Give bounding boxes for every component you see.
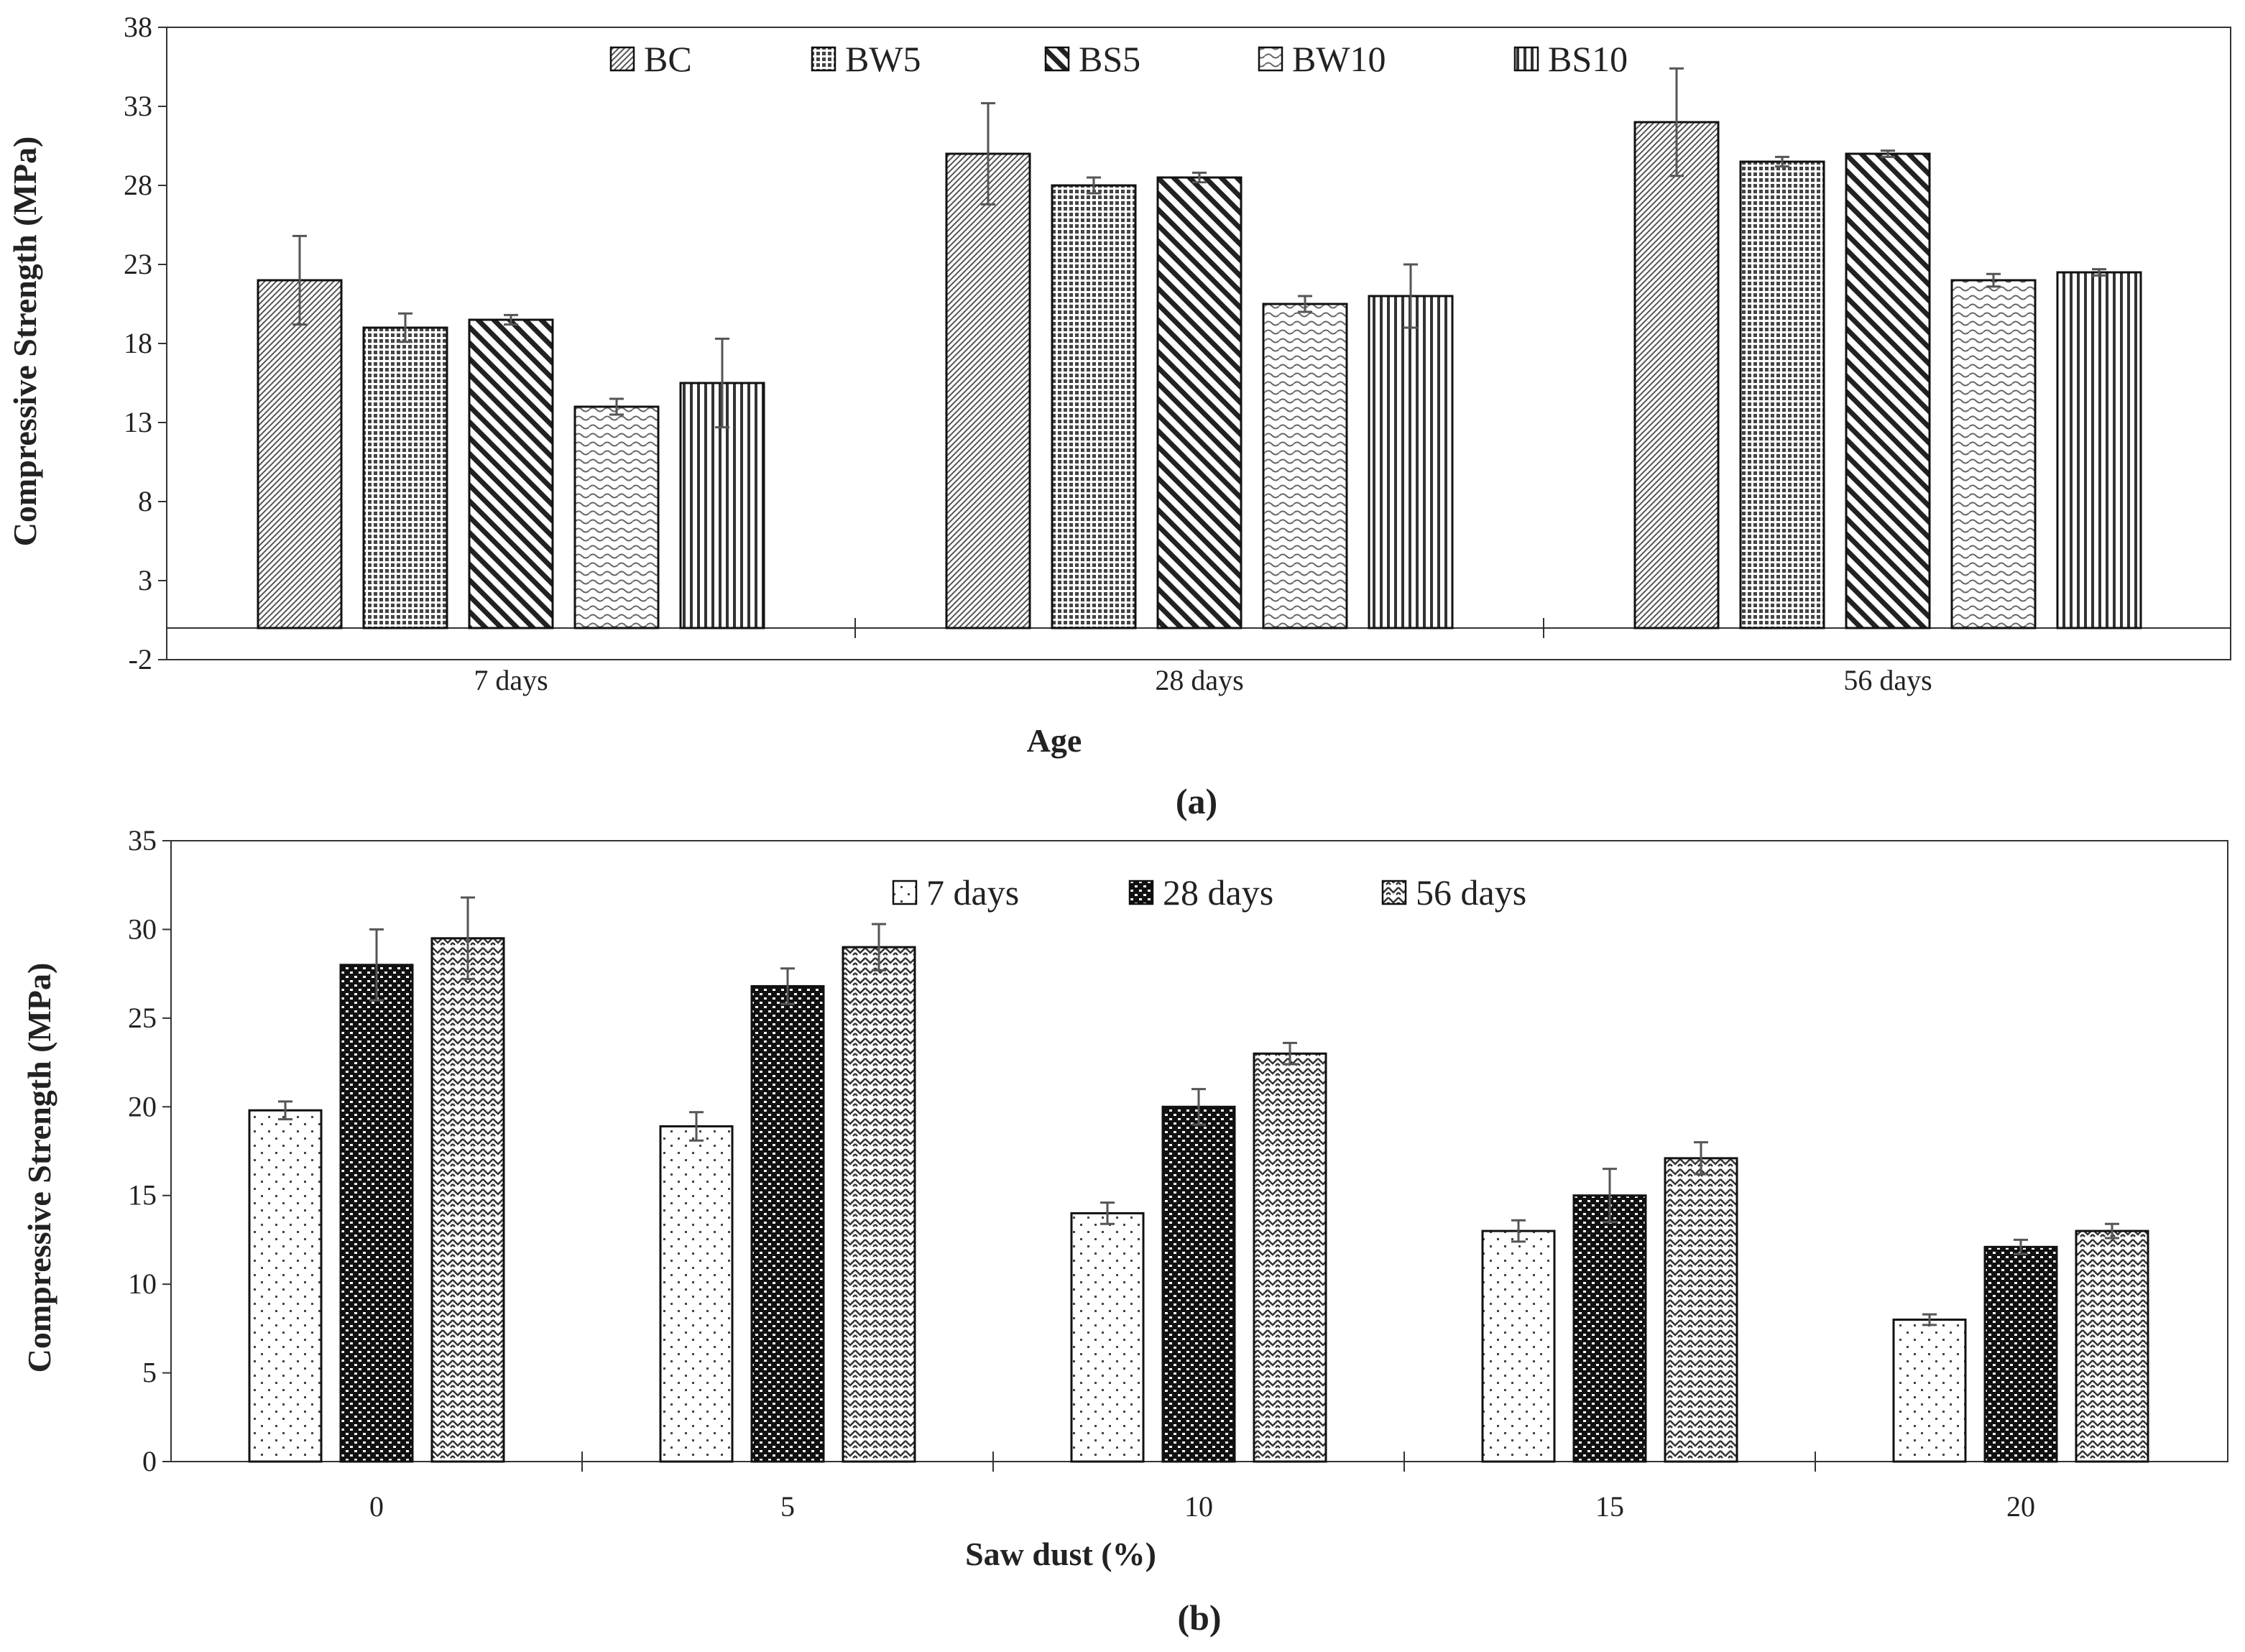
a-bar-bs10-1 <box>1368 295 1454 629</box>
b-bar-56-days-1 <box>842 946 916 1463</box>
b-bar-56-days-0 <box>430 937 505 1463</box>
a-legend-label: BW5 <box>845 39 921 79</box>
b-y-tick-label: 0 <box>142 1445 157 1477</box>
b-bar-7-days-4 <box>1892 1319 1967 1463</box>
a-legend-swatch <box>811 46 836 72</box>
b-bar-28-days-1 <box>750 984 825 1463</box>
a-y-tick-label: -2 <box>129 643 152 675</box>
a-bar-bw5-2 <box>1739 160 1825 629</box>
chart-a-x-title: Age <box>1027 722 1082 759</box>
b-x-tick-label: 10 <box>1184 1490 1213 1523</box>
b-x-tick-label: 15 <box>1595 1490 1624 1523</box>
b-x-tick-label: 20 <box>2006 1490 2035 1523</box>
a-x-tick-label: 28 days <box>1155 664 1243 696</box>
a-bar-bs5-2 <box>1845 152 1931 629</box>
a-y-tick-label: 13 <box>124 406 152 438</box>
b-y-tick-label: 25 <box>128 1002 157 1034</box>
a-bar-bc-2 <box>1633 121 1720 629</box>
b-y-tick-label: 20 <box>128 1090 157 1122</box>
b-bar-7-days-1 <box>659 1125 734 1463</box>
a-x-tick-label: 56 days <box>1843 664 1932 696</box>
a-bar-bw10-2 <box>1950 279 2037 629</box>
b-y-tick-label: 10 <box>128 1268 157 1300</box>
b-legend-label: 7 days <box>926 872 1019 913</box>
a-bar-bs10-2 <box>2056 271 2142 629</box>
a-bar-bc-0 <box>257 279 343 629</box>
b-y-tick-label: 15 <box>128 1179 157 1212</box>
a-y-tick-label: 28 <box>124 169 152 201</box>
a-bar-bs5-1 <box>1156 176 1243 629</box>
chart-b-caption: (b) <box>1177 1597 1221 1638</box>
b-bar-56-days-2 <box>1253 1052 1327 1463</box>
b-y-tick-label: 5 <box>142 1357 157 1389</box>
b-legend-swatch <box>892 880 918 905</box>
b-bar-7-days-2 <box>1070 1212 1145 1463</box>
b-x-tick-label: 0 <box>369 1490 384 1523</box>
a-legend-swatch <box>1513 46 1539 72</box>
chart-b-x-title: Saw dust (%) <box>965 1536 1156 1572</box>
b-bar-7-days-3 <box>1481 1229 1556 1463</box>
a-y-tick-label: 8 <box>138 485 152 517</box>
a-legend-swatch <box>609 46 635 72</box>
b-legend-swatch <box>1381 880 1407 905</box>
b-bar-28-days-4 <box>1983 1245 2058 1463</box>
a-y-tick-label: 33 <box>124 90 152 122</box>
a-bar-bw5-1 <box>1051 184 1137 629</box>
a-bar-bc-1 <box>945 152 1031 629</box>
b-legend-label: 28 days <box>1163 872 1273 913</box>
b-y-tick-label: 30 <box>128 913 157 945</box>
a-y-tick-label: 38 <box>124 11 152 43</box>
chart-b-y-title: Compressive Strength (MPa) <box>21 963 57 1373</box>
a-bar-bs5-0 <box>468 318 554 629</box>
b-bar-56-days-3 <box>1664 1157 1738 1463</box>
a-legend-label: BW10 <box>1292 39 1386 79</box>
chart-b-axes: 0 5 10 15 20 25 30 35 0 5 10 15 20 <box>128 824 2228 1523</box>
chart-b: 0 5 10 15 20 25 30 35 0 5 10 15 20 7 days 28 days 56 d… <box>21 824 2228 1638</box>
b-bar-28-days-2 <box>1161 1105 1236 1463</box>
chart-a-y-title: Compressive Strength (MPa) <box>6 137 43 547</box>
a-legend-swatch <box>1044 46 1070 72</box>
b-legend-label: 56 days <box>1416 872 1526 913</box>
a-y-tick-label: 18 <box>124 327 152 359</box>
b-x-tick-label: 5 <box>780 1490 795 1523</box>
a-legend-swatch <box>1258 46 1283 72</box>
a-y-tick-label: 3 <box>138 564 152 596</box>
a-legend-label: BC <box>644 39 692 79</box>
a-legend-label: BS5 <box>1079 39 1140 79</box>
a-bar-bw5-0 <box>362 326 448 629</box>
b-bar-7-days-0 <box>248 1109 323 1463</box>
a-bar-bw10-0 <box>573 405 660 629</box>
chart-a-caption: (a) <box>1176 781 1217 821</box>
a-legend-label: BS10 <box>1548 39 1628 79</box>
chart-b-bars <box>248 896 2149 1463</box>
b-legend-swatch <box>1128 880 1154 905</box>
b-bar-28-days-0 <box>339 964 414 1463</box>
chart-a-bars <box>257 67 2142 629</box>
a-bar-bw10-1 <box>1262 303 1348 629</box>
b-bar-56-days-4 <box>2075 1229 2149 1463</box>
a-x-tick-label: 7 days <box>474 664 548 696</box>
chart-b-legend: 7 days 28 days 56 days <box>892 872 1526 913</box>
chart-a-legend: BC BW5 BS5 BW10 BS10 <box>609 39 1628 79</box>
b-y-tick-label: 35 <box>128 824 157 857</box>
a-y-tick-label: 23 <box>124 248 152 280</box>
b-bar-28-days-3 <box>1572 1194 1647 1463</box>
